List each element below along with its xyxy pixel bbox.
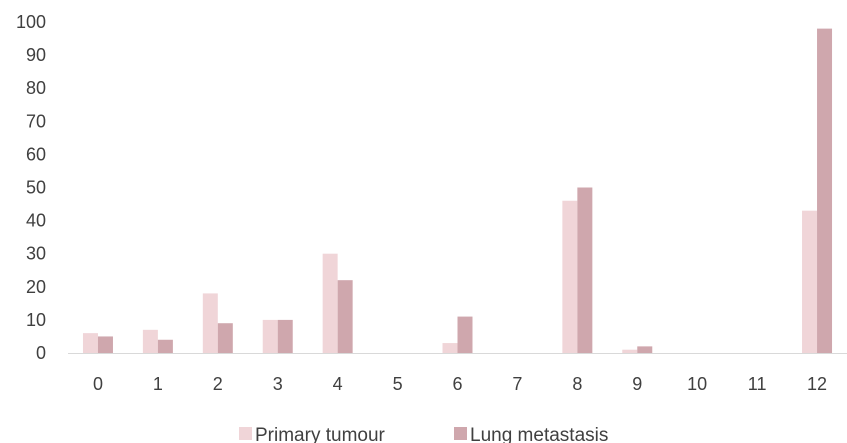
x-tick-label: 6 — [452, 374, 462, 394]
legend-label-lung-metastasis: Lung metastasis — [470, 425, 608, 443]
x-axis-ticks: 0 1 2 3 4 5 6 7 8 9 10 11 12 — [93, 374, 827, 394]
x-tick-label: 2 — [213, 374, 223, 394]
bar-primary-tumour-8 — [562, 200, 578, 353]
x-tick-label: 5 — [393, 374, 403, 394]
y-tick-label: 60 — [26, 144, 46, 164]
legend-swatch-lung-metastasis — [454, 427, 467, 440]
x-tick-label: 9 — [632, 374, 642, 394]
x-tick-label: 8 — [572, 374, 582, 394]
x-tick-label: 4 — [333, 374, 343, 394]
bar-lung-metastasis-1 — [157, 339, 173, 353]
bar-primary-tumour-3 — [262, 319, 278, 353]
bar-lung-metastasis-2 — [217, 323, 233, 353]
legend-label-primary-tumour: Primary tumour — [255, 425, 386, 443]
y-tick-label: 20 — [26, 277, 46, 297]
bar-primary-tumour-4 — [322, 253, 338, 353]
bar-lung-metastasis-6 — [457, 316, 473, 353]
bar-primary-tumour-1 — [142, 329, 158, 353]
bar-lung-metastasis-8 — [577, 187, 593, 353]
y-tick-label: 100 — [16, 12, 46, 32]
y-tick-label: 90 — [26, 45, 46, 65]
bar-primary-tumour-0 — [82, 333, 98, 353]
x-tick-label: 0 — [93, 374, 103, 394]
bar-primary-tumour-9 — [622, 349, 638, 353]
bar-primary-tumour-12 — [802, 210, 818, 353]
x-tick-label: 12 — [807, 374, 827, 394]
x-tick-label: 11 — [748, 374, 767, 394]
x-tick-label: 1 — [153, 374, 163, 394]
y-tick-label: 70 — [26, 111, 46, 131]
x-tick-label: 7 — [512, 374, 522, 394]
bar-primary-tumour-2 — [202, 293, 218, 353]
bar-lung-metastasis-12 — [817, 28, 833, 354]
x-tick-label: 10 — [687, 374, 707, 394]
bar-lung-metastasis-9 — [637, 346, 653, 353]
y-tick-label: 80 — [26, 78, 46, 98]
legend-swatch-primary-tumour — [239, 427, 252, 440]
y-axis-ticks: 0 10 20 30 40 50 60 70 80 90 100 — [16, 12, 46, 363]
bar-lung-metastasis-4 — [337, 280, 353, 353]
x-tick-label: 3 — [273, 374, 283, 394]
bars-group — [82, 28, 833, 354]
y-tick-label: 0 — [36, 343, 46, 363]
legend: Primary tumour Lung metastasis — [239, 425, 608, 443]
y-tick-label: 10 — [26, 310, 46, 330]
y-tick-label: 40 — [26, 211, 46, 231]
bar-primary-tumour-6 — [442, 343, 458, 353]
y-tick-label: 50 — [26, 178, 46, 198]
y-tick-label: 30 — [26, 244, 46, 264]
bar-lung-metastasis-3 — [277, 319, 293, 353]
bar-lung-metastasis-0 — [97, 336, 113, 353]
